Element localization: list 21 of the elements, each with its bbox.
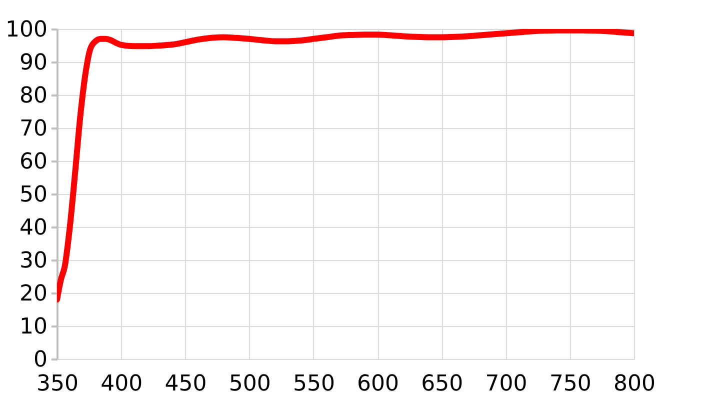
x-tick-label: 550	[292, 372, 335, 396]
y-tick-label: 70	[20, 116, 48, 142]
x-tick-label: 350	[36, 372, 78, 396]
x-tick-label: 450	[164, 372, 207, 396]
x-tick-label: 650	[421, 372, 464, 396]
y-tick-label: 10	[20, 314, 48, 340]
y-tick-label: 20	[20, 282, 48, 306]
y-tick-label: 30	[20, 248, 48, 274]
x-tick-label: 800	[614, 372, 656, 396]
x-tick-label: 500	[228, 372, 271, 396]
x-tick-label: 750	[549, 372, 592, 396]
y-tick-label: 50	[20, 182, 48, 208]
x-tick-label: 600	[357, 372, 400, 396]
y-tick-label: 100	[6, 18, 48, 42]
x-tick-label: 400	[100, 372, 143, 396]
y-tick-label: 60	[20, 150, 48, 174]
y-tick-label: 90	[20, 50, 48, 76]
y-tick-label: 40	[20, 216, 48, 240]
y-tick-label: 0	[34, 348, 48, 372]
x-tick-label: 700	[485, 372, 528, 396]
y-tick-label: 80	[20, 84, 48, 108]
